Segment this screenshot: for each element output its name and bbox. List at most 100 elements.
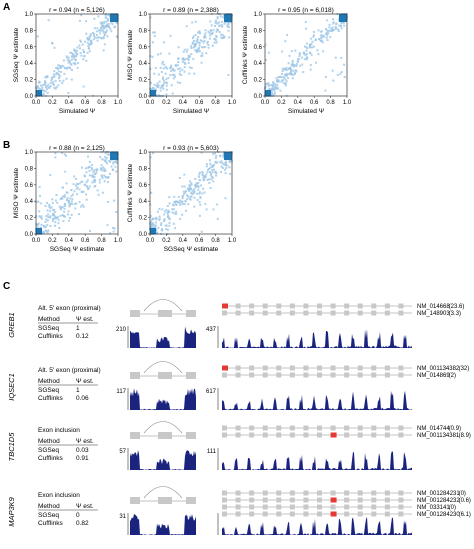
scatter-point <box>193 190 196 193</box>
transcript-id: NM_148903 <box>417 311 450 317</box>
scatter-point <box>218 25 221 28</box>
scatter-point <box>332 21 335 24</box>
scatter-point <box>157 84 160 87</box>
scatter-point <box>287 62 290 65</box>
transcript-exon <box>371 365 377 371</box>
scatter-point <box>169 74 172 77</box>
method-psi: 0.03 <box>76 447 89 454</box>
scatter-point <box>80 180 83 183</box>
scatter-point <box>208 181 211 184</box>
scatter-point <box>109 27 112 30</box>
scatter-point <box>176 64 179 67</box>
scatter-point <box>46 85 49 88</box>
scatter-point <box>83 54 86 57</box>
scatter-point <box>149 87 152 90</box>
scatter-point <box>69 217 72 220</box>
scatter-point <box>189 198 192 201</box>
scatter-point <box>102 49 105 52</box>
scatter-point <box>299 53 302 56</box>
scatter-point <box>284 82 287 85</box>
y-tick-label: 0.6 <box>139 45 148 51</box>
scatter-point <box>220 21 223 24</box>
scatter-point <box>88 174 91 177</box>
scatter-point <box>52 219 55 222</box>
scatter-point <box>291 63 294 66</box>
scatter-point <box>112 161 115 164</box>
scatter-point <box>164 224 167 227</box>
scatter-point <box>197 186 200 189</box>
scatter-point <box>106 224 109 227</box>
scatter-point <box>68 60 71 63</box>
scatter-point <box>52 213 55 216</box>
scatter-point <box>106 18 109 21</box>
scatter-point <box>322 50 325 53</box>
y-tick-label: 0.2 <box>139 78 148 84</box>
transcript-id: NM_014744 <box>417 426 450 432</box>
scatter-point <box>163 220 166 223</box>
scatter-point <box>271 85 274 88</box>
scatter-point <box>151 55 154 58</box>
method-name: Cufflinks <box>38 520 64 527</box>
scatter-point <box>62 220 65 223</box>
scatter-point <box>66 199 69 202</box>
scatter-point <box>76 62 79 65</box>
scatter-point <box>45 230 48 233</box>
scatter-point <box>181 197 184 200</box>
scatter-point <box>102 166 105 169</box>
transcript-exon <box>222 372 227 378</box>
scatter-point <box>210 32 213 35</box>
scatter-point <box>75 50 78 53</box>
scatter-point <box>102 28 105 31</box>
coverage-track-right <box>222 329 412 348</box>
scatter-point <box>73 175 76 178</box>
transcript-exon <box>276 497 282 503</box>
transcript-exon <box>289 303 295 309</box>
scatter-point <box>210 175 213 178</box>
transcript-exon <box>222 425 227 431</box>
transcript-exon <box>276 372 282 378</box>
transcript-model: NM_001284231(0) <box>222 490 466 497</box>
scatter-point <box>56 216 59 219</box>
scatter-point <box>163 210 166 213</box>
scatter-point <box>111 168 114 171</box>
scatter-point <box>196 48 199 51</box>
scatter-point <box>173 73 176 76</box>
scatter-point <box>88 43 91 46</box>
scatter-point <box>102 22 105 25</box>
transcript-exon <box>371 310 377 316</box>
scatter-point <box>168 202 171 205</box>
scatter-point <box>104 31 107 34</box>
x-tick-label: 0.8 <box>97 238 106 244</box>
y-tick-label: 1.0 <box>139 150 148 156</box>
scatter-point <box>151 41 154 44</box>
transcript-exon <box>222 497 227 503</box>
scatter-point <box>177 195 180 198</box>
scatter-point <box>226 24 229 27</box>
gene-name: GREB1 <box>7 312 16 337</box>
dense-corner-low <box>150 228 156 234</box>
scatter-point <box>92 171 95 174</box>
scatter-point <box>199 197 202 200</box>
scatter-point <box>188 72 191 75</box>
transcript-exon <box>249 432 255 438</box>
scatter-point <box>305 42 308 45</box>
scatter-point <box>60 206 63 209</box>
scatter-point <box>183 66 186 69</box>
transcript-model: NM_033141(0) <box>222 504 456 511</box>
transcript-model: NM_001284232(0.6) <box>222 497 471 504</box>
scatter-point <box>161 228 164 231</box>
transcript-exon <box>262 365 268 371</box>
scatter-point <box>285 74 288 77</box>
scatter-point <box>94 178 97 181</box>
scatter-point <box>224 163 227 166</box>
dense-corner-high <box>224 152 232 160</box>
scatter-point <box>184 62 187 65</box>
scatter-point <box>174 63 177 66</box>
event-type: Alt. 5′ exon (proximal) <box>38 367 101 374</box>
scatter-point <box>83 174 86 177</box>
scatter-point <box>197 175 200 178</box>
scatter-point <box>156 53 159 56</box>
scatter-point <box>177 61 180 64</box>
x-tick-label: 0.2 <box>48 100 57 106</box>
scatter-point <box>329 36 332 39</box>
